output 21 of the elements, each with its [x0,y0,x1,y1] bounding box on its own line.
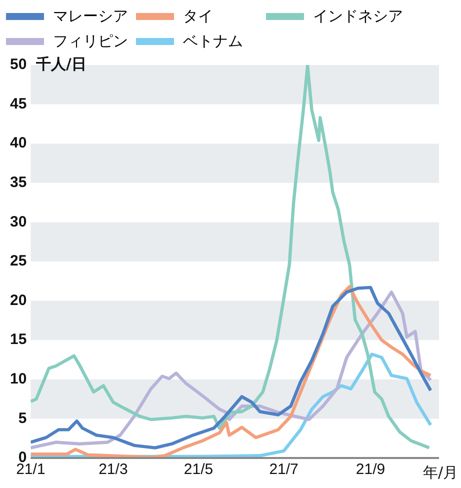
legend-label: インドネシア [313,7,403,26]
y-tick-label: 50 [10,56,27,74]
x-axis-title: 年/月 [422,463,458,482]
y-tick-label: 30 [10,213,27,230]
y-tick-label: 15 [10,331,27,348]
x-tick-label: 21/3 [98,461,128,478]
y-tick-label: 20 [10,292,27,309]
x-tick-label: 21/5 [184,461,214,478]
legend-label: マレーシア [53,7,128,26]
y-tick-label: 5 [18,410,27,427]
y-tick-label: 45 [10,95,27,112]
x-tick-label: 21/9 [356,461,386,478]
y-axis-title: 千人/日 [35,54,86,73]
y-tick-label: 35 [10,174,27,192]
legend-label: タイ [183,7,213,26]
legend-label: ベトナム [183,32,243,51]
legend-label: フィリピン [53,32,128,51]
y-tick-label: 40 [10,134,27,152]
y-tick-label: 25 [10,252,27,270]
x-tick-label: 21/7 [269,461,298,478]
y-tick-label: 10 [10,370,27,388]
